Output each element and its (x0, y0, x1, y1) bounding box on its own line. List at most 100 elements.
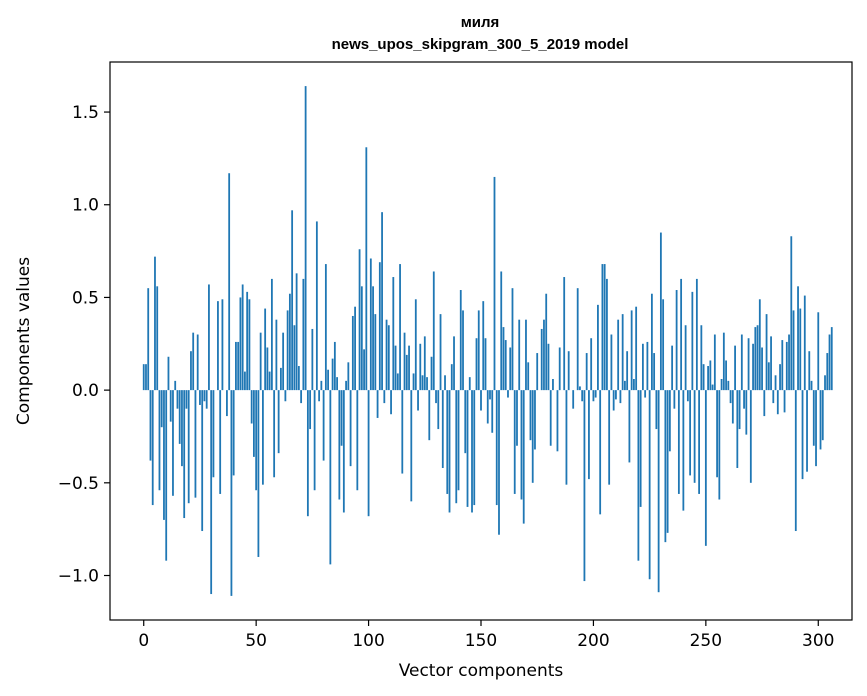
bar (509, 347, 512, 391)
bar (324, 264, 327, 391)
bar (210, 390, 213, 595)
bar (237, 341, 240, 391)
bar (576, 288, 579, 391)
bar (347, 362, 350, 391)
bar (369, 258, 372, 391)
bar (763, 390, 766, 417)
bar (815, 390, 817, 467)
bar (383, 390, 386, 404)
bar (268, 371, 271, 391)
y-tick-label: −1.0 (58, 567, 99, 587)
bar (585, 353, 588, 391)
bar (311, 328, 314, 391)
x-axis-label: Vector components (399, 661, 564, 681)
bar (722, 332, 725, 391)
bar (270, 278, 273, 391)
bar (181, 390, 183, 467)
bar (417, 390, 419, 411)
bar (704, 390, 707, 546)
bar (513, 390, 516, 494)
bar (217, 301, 219, 391)
bar (646, 341, 649, 391)
bar (399, 264, 401, 391)
bar (673, 390, 676, 409)
bar (740, 334, 743, 391)
bar (518, 319, 521, 391)
bar (151, 390, 154, 506)
bar (408, 345, 410, 391)
bar (282, 332, 285, 391)
bar (235, 341, 237, 391)
bar (691, 291, 694, 391)
bar (709, 360, 712, 391)
bars-group (142, 86, 835, 596)
bar (226, 390, 228, 417)
bar (286, 310, 289, 391)
bar (725, 360, 727, 391)
bar (621, 314, 624, 391)
bar (432, 271, 435, 391)
bar (657, 390, 660, 593)
bar (493, 176, 496, 391)
bar (165, 390, 168, 561)
bar (520, 390, 523, 500)
bar (606, 278, 608, 391)
bar (255, 390, 258, 491)
bar (770, 336, 772, 391)
y-tick-label: 0.0 (72, 381, 99, 401)
bar (266, 347, 269, 391)
bar (192, 332, 195, 391)
bar (507, 390, 509, 398)
bar (201, 390, 204, 532)
bar (677, 390, 680, 494)
bar (378, 262, 381, 391)
bar (230, 390, 233, 596)
bar (264, 308, 267, 391)
bar (756, 325, 759, 391)
bar (426, 377, 428, 391)
bar (275, 319, 278, 391)
bar (624, 380, 626, 391)
bar (659, 232, 662, 391)
bar (185, 390, 188, 409)
bar (594, 390, 597, 398)
bar (158, 390, 161, 491)
bar (331, 358, 334, 391)
bar (457, 390, 460, 491)
bar (617, 319, 620, 391)
bar (500, 271, 503, 391)
bar (747, 338, 750, 391)
bar (365, 147, 368, 391)
bar (381, 212, 383, 391)
bar (468, 377, 471, 391)
bar (174, 380, 177, 391)
bar (765, 314, 768, 391)
bar (410, 390, 413, 502)
bar (603, 264, 606, 391)
bar (239, 297, 242, 391)
bar (695, 278, 698, 391)
bar (320, 380, 323, 391)
bar (313, 390, 316, 491)
bar (498, 390, 500, 535)
bar (549, 390, 552, 446)
bar (633, 379, 635, 391)
bar (543, 319, 545, 391)
bar (588, 390, 590, 480)
bar (444, 375, 446, 391)
bar (462, 310, 464, 391)
bar (826, 353, 829, 391)
bar (394, 345, 397, 391)
bar (579, 386, 581, 391)
bar (351, 315, 354, 391)
bar (372, 286, 374, 391)
bar (597, 304, 599, 391)
bar (567, 351, 570, 391)
x-tick-label: 300 (802, 631, 834, 651)
chart-title: миля (461, 14, 500, 31)
bar (684, 325, 687, 391)
y-tick-label: 1.5 (72, 103, 99, 123)
bar (248, 299, 251, 391)
bar (637, 390, 640, 561)
